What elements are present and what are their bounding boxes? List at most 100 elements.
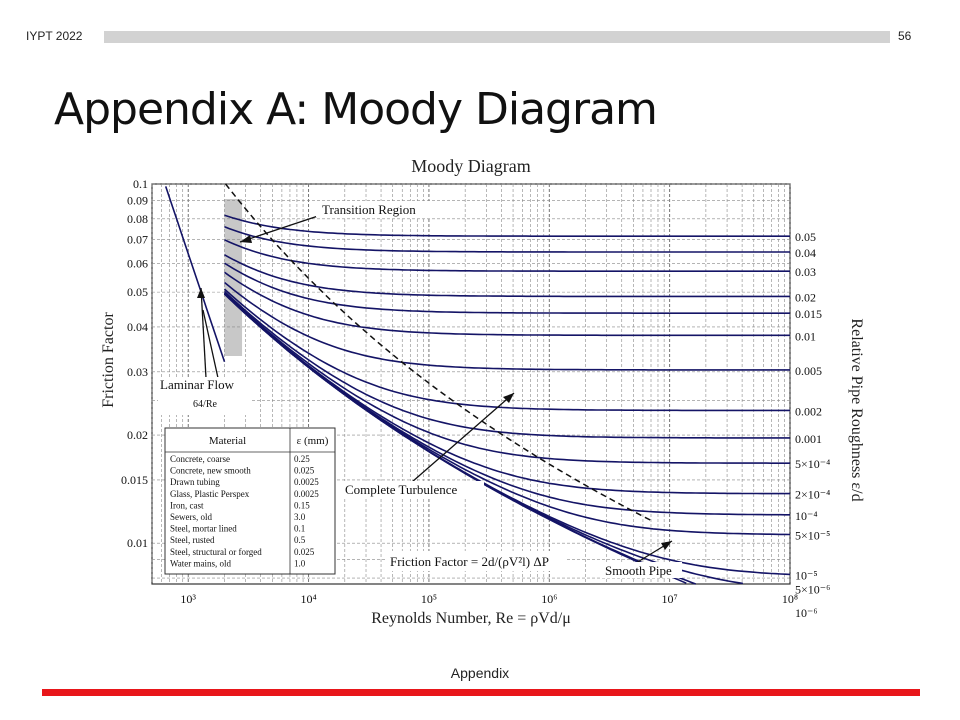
x-tick-label: 10⁶ [541,592,557,606]
turbulence-label-bg [342,481,484,497]
roughness-label: 5×10⁻⁶ [795,583,830,597]
conference-label: IYPT 2022 [26,29,83,43]
materials-table-cell: 0.0025 [294,489,319,499]
materials-table-cell: Concrete, coarse [170,454,230,464]
roughness-curve [224,226,790,253]
chart-title: Moody Diagram [411,156,530,176]
friction-formula-bg [386,551,566,571]
laminar-label-bg [158,377,250,415]
x-ticks: 10³ 10⁴ 10⁵ 10⁶ 10⁷ 10⁸ [180,592,798,606]
roughness-label: 0.001 [795,432,822,446]
roughness-curve [223,292,790,465]
roughness-curve [224,262,790,315]
page-number: 56 [898,29,912,43]
smooth-arrowhead [661,541,672,550]
footer-label: Appendix [450,665,510,681]
materials-table-cell: 0.15 [294,500,310,510]
transition-label: Transition Region [322,202,416,217]
y-axis-label: Friction Factor [100,312,117,408]
materials-table-cell: Steel, structural or forged [170,547,262,557]
y-tick-label: 0.09 [127,193,148,207]
roughness-label: 0.05 [795,230,816,244]
materials-table-cell: Steel, rusted [170,535,215,545]
x-axis-label: Reynolds Number, Re = ρVd/μ [371,610,571,627]
roughness-label: 0.01 [795,329,816,343]
roughness-label: 0.04 [795,246,816,260]
y-tick-label: 0.02 [127,428,148,442]
roughness-label: 0.002 [795,404,822,418]
laminar-arrow-1 [200,287,207,379]
roughness-curve [224,214,790,237]
roughness-curve [223,281,790,371]
roughness-curve [224,239,790,273]
roughness-label: 0.015 [795,307,822,321]
materials-table-cell: 0.5 [294,535,306,545]
annotations [200,211,673,564]
roughness-label: 10⁻⁴ [795,509,818,523]
y-tick-label: 0.01 [127,536,148,550]
laminar-label: Laminar Flow [160,377,235,392]
roughness-curve [223,293,687,584]
materials-table-cell: 0.0025 [294,477,319,487]
y-tick-label: 0.04 [127,320,148,334]
materials-table-cell: Sewers, old [170,512,212,522]
roughness-label: 10⁻⁶ [795,606,818,620]
materials-table-cell: Iron, cast [170,500,204,510]
roughness-curve [224,271,790,337]
turbulence-arrow [411,392,515,483]
materials-table-cell: Steel, mortar lined [170,524,237,534]
y-tick-label: 0.015 [121,473,148,487]
y-tick-label: 0.07 [127,233,148,247]
materials-table-cell: 0.025 [294,466,315,476]
materials-table-cell: Water mains, old [170,558,232,568]
roughness-label: 5×10⁻⁴ [795,457,830,471]
roughness-curve [223,290,790,439]
footer-accent-bar [42,689,920,696]
header-bar [104,31,890,43]
slide-title: Appendix A: Moody Diagram [54,84,658,135]
turbulence-label: Complete Turbulence [345,482,458,497]
materials-table-header: Material [209,435,246,447]
materials-table: Material ε (mm) Concrete, coarse 0.25 Concre… [164,427,336,575]
roughness-label: 2×10⁻⁴ [795,488,830,502]
materials-table-cell: Drawn tubing [170,477,220,487]
roughness-label: 0.02 [795,290,816,304]
materials-table-header: ε (mm) [297,435,329,447]
y-tick-label: 0.1 [133,177,148,191]
x-tick-label: 10⁷ [662,592,678,606]
transition-arrow [239,211,331,243]
laminar-flow-line [164,186,226,363]
roughness-curve [224,254,790,298]
laminar-arrow-2 [202,309,219,379]
roughness-label: 0.005 [795,364,822,378]
y-tick-label: 0.06 [127,257,148,271]
turbulence-arrowhead [503,393,514,403]
complete-turbulence-boundary [225,183,654,523]
roughness-curve [223,288,790,412]
right-axis-label: Relative Pipe Roughness ε/d [848,318,865,501]
roughness-label: 5×10⁻⁵ [795,528,830,542]
materials-table-cell: 0.25 [294,454,310,464]
friction-formula: Friction Factor = 2d/(ρV²l) ΔP [390,554,549,569]
laminar-formula: 64/Re [193,399,217,410]
roughness-label: 10⁻⁵ [795,568,818,582]
x-tick-label: 10⁸ [782,592,798,606]
right-labels: 0.05 0.04 0.03 0.02 0.015 0.01 0.005 0.002 0.001… [795,230,830,620]
smooth-label: Smooth Pipe [605,563,672,578]
x-tick-label: 10³ [180,592,196,606]
laminar-arrowhead-1 [197,288,205,298]
y-ticks: 0.1 0.09 0.08 0.07 0.06 0.05 0.04 0.03 0.02 0.015… [121,177,148,550]
materials-table-cell: 0.025 [294,547,315,557]
y-tick-label: 0.03 [127,365,148,379]
y-tick-label: 0.08 [127,212,148,226]
materials-table-cell: 3.0 [294,512,306,522]
y-tick-label: 0.05 [127,285,148,299]
transition-arrowhead [240,235,252,243]
roughness-label: 0.03 [795,265,816,279]
x-tick-label: 10⁴ [300,592,316,606]
smooth-label-bg [602,562,682,578]
materials-table-cell: 1.0 [294,558,306,568]
x-tick-label: 10⁵ [421,592,437,606]
transition-label-bg [316,201,438,217]
